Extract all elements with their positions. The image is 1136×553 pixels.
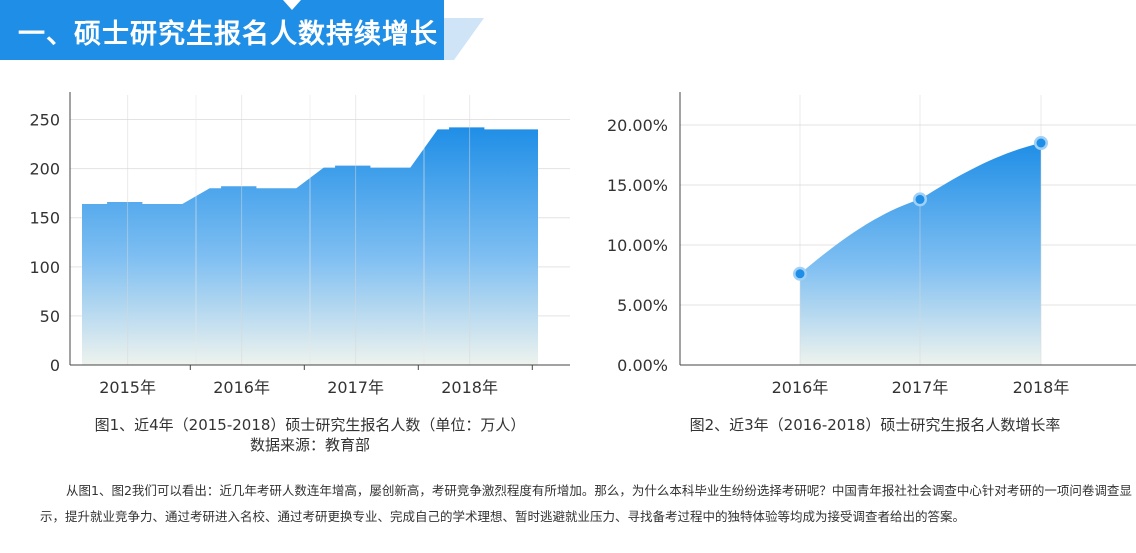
body-paragraph: 从图1、图2我们可以看出：近几年考研人数连年增高，屡创新高，考研竞争激烈程度有所… bbox=[40, 483, 1132, 524]
chart2-ytick-label: 0.00% bbox=[617, 356, 668, 375]
chart2-xtick-label: 2016年 bbox=[772, 378, 829, 397]
chart2-ytick-label: 20.00% bbox=[607, 116, 668, 135]
chart1-ytick-label: 200 bbox=[29, 160, 60, 179]
chart-growth-rate: 0.00% 5.00% 10.00% 15.00% 20.00% 2016年 2017年 20… bbox=[607, 92, 1136, 397]
chart1-source: 数据来源：教育部 bbox=[249, 436, 370, 454]
chart2-point bbox=[1036, 138, 1046, 148]
chart1-ytick-label: 50 bbox=[40, 307, 60, 326]
chart1-caption: 图1、近4年（2015-2018）硕士研究生报名人数（单位：万人） 数据来源：教… bbox=[40, 415, 580, 455]
chart1-xtick-label: 2017年 bbox=[327, 378, 384, 397]
chart1-title: 图1、近4年（2015-2018）硕士研究生报名人数（单位：万人） bbox=[94, 416, 526, 434]
chart1-xtick-label: 2015年 bbox=[99, 378, 156, 397]
chart1-ytick-label: 250 bbox=[29, 111, 60, 130]
chart1-ytick-label: 150 bbox=[29, 209, 60, 228]
header-decoration-wedge bbox=[444, 18, 484, 60]
chart2-caption: 图2、近3年（2016-2018）硕士研究生报名人数增长率 bbox=[610, 415, 1136, 435]
chart2-title: 图2、近3年（2016-2018）硕士研究生报名人数增长率 bbox=[689, 416, 1061, 434]
chart2-xtick-label: 2017年 bbox=[892, 378, 949, 397]
chart2-xtick-label: 2018年 bbox=[1013, 378, 1070, 397]
chart2-point bbox=[795, 269, 805, 279]
header-notch bbox=[283, 0, 301, 10]
chart-enrollment: 0 50 100 150 200 250 2015年 2016年 2017年 2018年 bbox=[29, 92, 570, 397]
chart1-ytick-label: 100 bbox=[29, 258, 60, 277]
chart1-xtick-label: 2018年 bbox=[441, 378, 498, 397]
section-title: 一、硕士研究生报名人数持续增长 bbox=[18, 19, 438, 50]
chart2-ytick-label: 10.00% bbox=[607, 236, 668, 255]
chart1-xtick-label: 2016年 bbox=[213, 378, 270, 397]
chart2-point bbox=[915, 194, 925, 204]
chart1-ytick-label: 0 bbox=[50, 356, 60, 375]
chart2-ytick-label: 15.00% bbox=[607, 176, 668, 195]
chart2-ytick-label: 5.00% bbox=[617, 296, 668, 315]
section-header-banner: 一、硕士研究生报名人数持续增长 bbox=[0, 0, 444, 60]
